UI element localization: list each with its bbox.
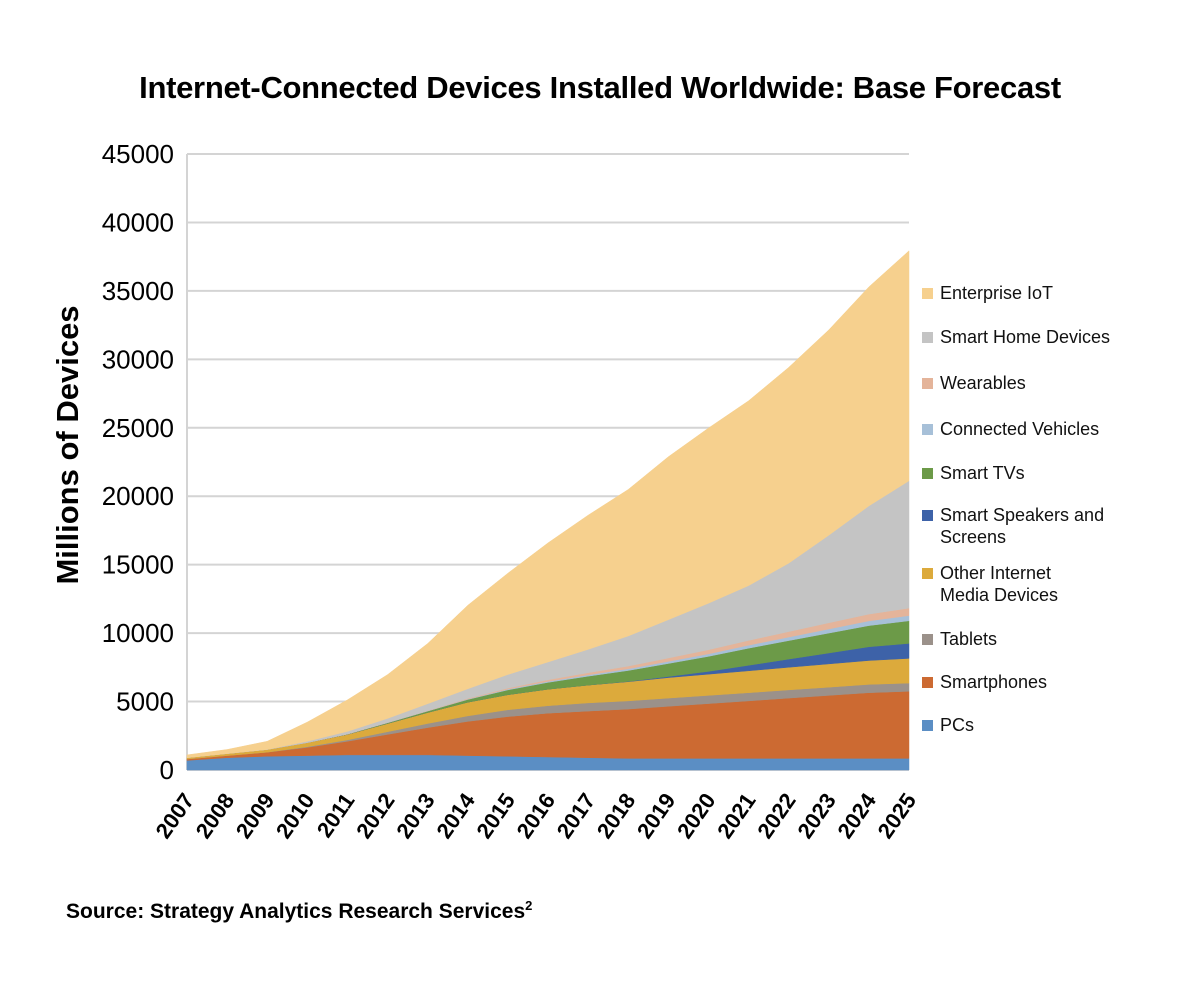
source-text: Source: Strategy Analytics Research Serv…: [66, 900, 526, 923]
legend-item: Enterprise IoT: [922, 282, 1192, 304]
x-tick-label: 2018: [592, 789, 641, 843]
y-tick-label: 30000: [102, 344, 174, 374]
legend-swatch: [922, 332, 933, 343]
legend-swatch: [922, 677, 933, 688]
legend-item: Other Internet Media Devices: [922, 562, 1192, 606]
legend-label: Smart Speakers and Screens: [940, 505, 1105, 547]
x-tick-label: 2025: [873, 789, 922, 843]
x-tick-label: 2022: [752, 789, 801, 843]
y-tick-label: 0: [160, 755, 174, 785]
x-tick-label: 2010: [271, 789, 320, 843]
legend-item: Wearables: [922, 372, 1192, 394]
legend-item: Smart TVs: [922, 462, 1192, 484]
x-tick-label: 2016: [512, 789, 561, 843]
x-tick-label: 2008: [191, 789, 240, 843]
legend-label: PCs: [940, 715, 975, 735]
legend-swatch: [922, 468, 933, 479]
x-tick-label: 2011: [312, 789, 360, 842]
legend-swatch: [922, 378, 933, 389]
y-axis-ticks: 0 5000 10000 15000 20000 25000 30000 35000 40000…: [102, 139, 174, 785]
x-axis-ticks: 2007200820092010201120122013201420152016…: [151, 788, 922, 843]
x-tick-label: 2007: [151, 789, 200, 843]
legend-label: Other Internet Media Devices: [940, 563, 1059, 605]
x-tick-label: 2012: [351, 789, 400, 843]
legend-swatch: [922, 510, 933, 521]
y-tick-label: 25000: [102, 413, 174, 443]
y-tick-label: 45000: [102, 139, 174, 169]
area-enterprise-iot: [186, 250, 910, 758]
y-tick-label: 40000: [102, 207, 174, 237]
x-tick-label: 2023: [792, 789, 841, 843]
y-tick-label: 35000: [102, 276, 174, 306]
x-tick-label: 2015: [471, 789, 520, 843]
legend-item: Smart Speakers and Screens: [922, 504, 1192, 548]
legend-label: Smart Home Devices: [940, 327, 1111, 347]
chart-title: Internet-Connected Devices Installed Wor…: [139, 70, 1061, 105]
source-note: Source: Strategy Analytics Research Serv…: [66, 898, 532, 924]
y-tick-label: 5000: [116, 687, 174, 717]
x-tick-label: 2019: [632, 789, 681, 843]
x-tick-label: 2014: [431, 788, 480, 843]
x-tick-label: 2009: [231, 789, 280, 843]
legend-label: Connected Vehicles: [940, 419, 1100, 439]
legend-swatch: [922, 424, 933, 435]
y-axis-label: Millions of Devices: [50, 305, 85, 584]
legend-label: Smartphones: [940, 672, 1048, 692]
source-footnote-marker: 2: [525, 898, 533, 913]
legend-item: Tablets: [922, 628, 1192, 650]
legend-label: Enterprise IoT: [940, 283, 1054, 303]
y-tick-label: 20000: [102, 481, 174, 511]
legend-label: Smart TVs: [940, 463, 1025, 483]
legend-swatch: [922, 634, 933, 645]
x-tick-label: 2020: [672, 789, 721, 843]
legend-swatch: [922, 568, 933, 579]
x-tick-label: 2021: [712, 789, 761, 843]
stacked-areas: [186, 250, 910, 771]
legend-swatch: [922, 720, 933, 731]
legend-item: Smartphones: [922, 671, 1192, 693]
legend-item: Connected Vehicles: [922, 418, 1192, 440]
y-tick-label: 15000: [102, 550, 174, 580]
legend-label: Tablets: [940, 629, 998, 649]
legend-item: PCs: [922, 714, 1192, 736]
x-tick-label: 2013: [391, 789, 440, 843]
x-tick-label: 2017: [552, 789, 601, 843]
legend-swatch: [922, 288, 933, 299]
legend-item: Smart Home Devices: [922, 326, 1192, 348]
legend-label: Wearables: [940, 373, 1026, 393]
x-tick-label: 2024: [832, 788, 881, 843]
y-tick-label: 10000: [102, 618, 174, 648]
